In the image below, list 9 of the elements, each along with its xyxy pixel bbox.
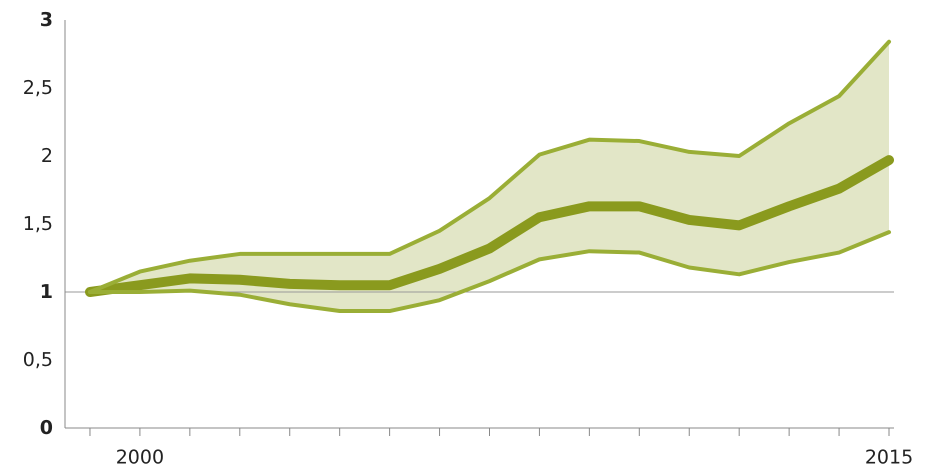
y-tick-label: 0,5	[22, 349, 53, 371]
y-tick-label: 1,5	[22, 213, 53, 235]
y-tick-label: 3	[40, 9, 53, 31]
x-tick-label: 2000	[116, 446, 164, 468]
y-tick-label: 0	[40, 417, 53, 439]
y-tick-label: 1	[40, 281, 53, 303]
x-tick-label: 2015	[864, 446, 914, 468]
y-tick-label: 2	[40, 145, 53, 167]
y-tick-label: 2,5	[22, 77, 53, 99]
